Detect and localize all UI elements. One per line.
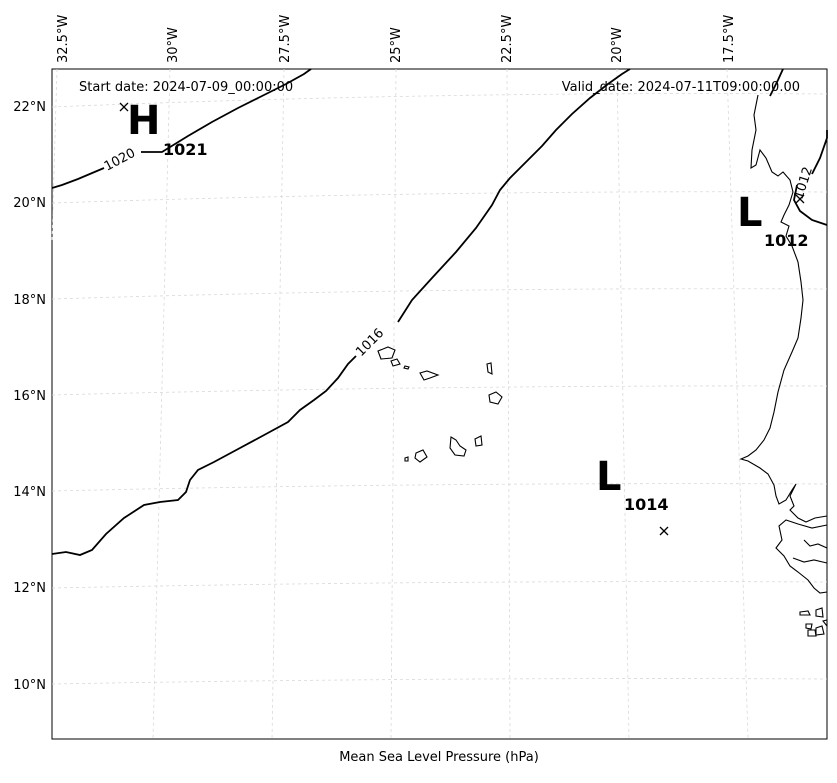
lat-label-18n: 18°N bbox=[13, 293, 46, 308]
parallel-16n bbox=[51, 385, 828, 396]
graticule bbox=[51, 68, 828, 740]
africa-coastline-south bbox=[775, 519, 828, 594]
isobars bbox=[51, 68, 828, 556]
lat-label-22n: 22°N bbox=[13, 100, 46, 115]
longitude-labels: 32.5°W 30°W 27.5°W 25°W 22.5°W 20°W 17.5… bbox=[56, 15, 737, 63]
island-santiago bbox=[449, 436, 467, 457]
coastline bbox=[739, 94, 828, 637]
parallel-10n bbox=[51, 678, 828, 685]
isobar-1016 bbox=[51, 68, 631, 556]
coast-inlet-1 bbox=[803, 539, 828, 549]
low-center-east-x-icon bbox=[795, 194, 805, 204]
meridian-22-5w bbox=[506, 68, 511, 740]
low-center-x-icon bbox=[659, 526, 669, 536]
coast-islets bbox=[799, 607, 828, 637]
map-frame bbox=[51, 68, 828, 740]
start-date-label: Start date: 2024-07-09_00:00:00 bbox=[79, 80, 293, 95]
latitude-labels: 22°N 20°N 18°N 16°N 14°N 12°N 10°N bbox=[13, 100, 46, 693]
lat-label-12n: 12°N bbox=[13, 581, 46, 596]
valid-date-label: Valid_date: 2024-07-11T09:00:00.00 bbox=[562, 80, 800, 95]
meridian-32-5w bbox=[51, 68, 58, 241]
high-center-x-icon bbox=[119, 102, 129, 112]
low-pressure-east-letter: L bbox=[737, 190, 763, 236]
meridian-20w bbox=[616, 68, 630, 740]
lat-label-20n: 20°N bbox=[13, 196, 46, 211]
meridian-17-5w bbox=[726, 68, 749, 740]
parallel-20n bbox=[51, 191, 828, 204]
high-pressure-letter: H bbox=[127, 98, 160, 144]
low-pressure-value: 1014 bbox=[624, 495, 669, 514]
isobar-1012-west bbox=[769, 68, 784, 97]
lon-label-25w: 25°W bbox=[389, 27, 404, 63]
high-pressure-value: 1021 bbox=[163, 140, 208, 159]
island-fogo bbox=[414, 449, 428, 463]
island-santa-luzia bbox=[403, 365, 410, 370]
parallel-12n bbox=[51, 581, 828, 589]
meridian-30w bbox=[152, 68, 171, 740]
meridian-27-5w bbox=[271, 68, 285, 740]
meridian-25w bbox=[390, 68, 397, 740]
lon-label-17-5w: 17.5°W bbox=[722, 15, 737, 63]
island-sao-vicente bbox=[390, 358, 401, 367]
pressure-center-markers bbox=[119, 102, 805, 536]
lon-label-22-5w: 22.5°W bbox=[500, 15, 515, 63]
island-santo-antao bbox=[377, 346, 396, 360]
cape-verde-islands bbox=[377, 346, 503, 463]
low-pressure-east-value: 1012 bbox=[764, 231, 809, 250]
lon-label-32-5w: 32.5°W bbox=[56, 15, 71, 63]
lon-label-20w: 20°W bbox=[610, 27, 625, 63]
parallel-14n bbox=[51, 483, 828, 492]
parallel-18n bbox=[51, 288, 828, 300]
lon-label-27-5w: 27.5°W bbox=[278, 15, 293, 63]
island-maio bbox=[474, 435, 483, 447]
island-sal bbox=[486, 362, 493, 375]
isobar-1020 bbox=[51, 68, 312, 189]
lon-label-30w: 30°W bbox=[166, 27, 181, 63]
isobar-1012-east bbox=[793, 130, 828, 226]
map-caption: Mean Sea Level Pressure (hPa) bbox=[339, 750, 539, 765]
africa-coastline bbox=[739, 94, 828, 523]
lat-label-16n: 16°N bbox=[13, 389, 46, 404]
island-boa-vista bbox=[488, 391, 503, 405]
parallel-22n bbox=[51, 93, 828, 108]
island-sao-nicolau bbox=[419, 370, 440, 381]
lat-label-10n: 10°N bbox=[13, 678, 46, 693]
lat-label-14n: 14°N bbox=[13, 485, 46, 500]
island-brava bbox=[404, 456, 409, 462]
coast-inlet-2 bbox=[792, 557, 828, 564]
low-pressure-letter: L bbox=[596, 454, 622, 500]
